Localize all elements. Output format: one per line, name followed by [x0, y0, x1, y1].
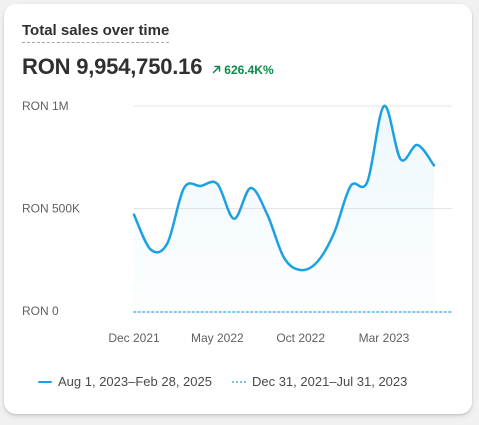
sales-card: Total sales over time RON 9,954,750.16 6… [4, 4, 472, 414]
chart-legend: Aug 1, 2023–Feb 28, 2025 Dec 31, 2021–Ju… [38, 374, 407, 389]
x-tick-label: Dec 2021 [108, 331, 160, 345]
legend-label-comparison: Dec 31, 2021–Jul 31, 2023 [251, 374, 408, 389]
delta-value: 626.4K% [224, 62, 274, 77]
arrow-up-right-icon [213, 65, 221, 74]
y-tick-label: RON 1M [22, 99, 69, 113]
y-tick-label: RON 500K [22, 202, 80, 216]
legend-swatch-solid [38, 380, 52, 383]
card-title[interactable]: Total sales over time [22, 22, 170, 43]
sales-line-chart: RON 0 RON 500K RON 1M Dec 2021 May 2022 Oct 2… [22, 99, 453, 345]
legend-item-current[interactable]: Aug 1, 2023–Feb 28, 2025 [38, 374, 212, 389]
delta-badge: 626.4K% [212, 62, 274, 77]
legend-swatch-dotted [231, 380, 246, 383]
legend-label-current: Aug 1, 2023–Feb 28, 2025 [58, 374, 212, 389]
series-line-current[interactable] [132, 104, 436, 272]
x-tick-label: May 2022 [191, 331, 244, 345]
y-tick-label: RON 0 [22, 304, 59, 318]
value-row: RON 9,954,750.16 626.4K% [22, 54, 274, 80]
legend-item-comparison[interactable]: Dec 31, 2021–Jul 31, 2023 [231, 374, 408, 389]
x-tick-label: Oct 2022 [276, 331, 325, 345]
x-tick-label: Mar 2023 [359, 331, 410, 345]
series-area-fill [134, 105, 434, 311]
total-sales-value: RON 9,954,750.16 [22, 54, 203, 79]
